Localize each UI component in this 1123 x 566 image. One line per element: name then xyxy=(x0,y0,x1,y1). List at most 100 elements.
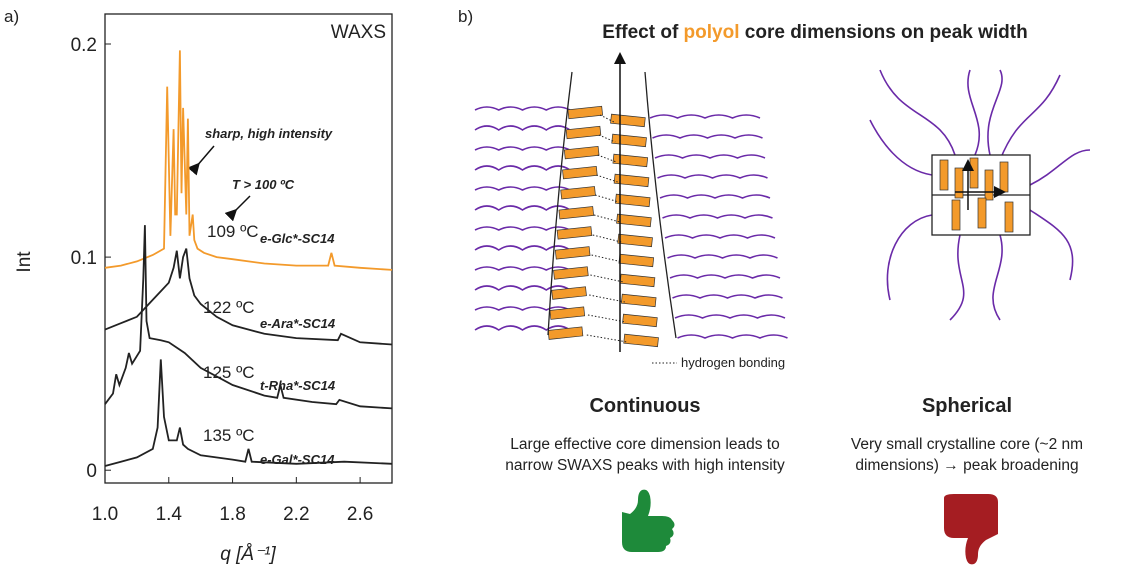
page: {"chart_data": {"type": "line", "panel_l… xyxy=(0,0,1123,566)
chain xyxy=(678,335,788,338)
chain xyxy=(1000,75,1060,160)
heading: Spherical xyxy=(922,395,1012,417)
chain xyxy=(660,195,770,198)
polyol xyxy=(559,207,594,220)
figure: a) WAXS q [Å⁻¹] Int b) Effect of polyol … xyxy=(0,0,1123,566)
polyol xyxy=(550,307,585,320)
chain xyxy=(968,70,979,155)
chart-title: WAXS xyxy=(331,22,386,43)
chain xyxy=(475,206,570,210)
chain xyxy=(658,175,768,178)
chain xyxy=(475,166,570,170)
arrow xyxy=(196,146,214,167)
x-tick-label: 2.6 xyxy=(347,504,373,525)
chain xyxy=(1030,210,1073,280)
description: Large effective core dimension leads to xyxy=(510,436,779,453)
series-label: e-Ara*-SC14 xyxy=(260,316,336,331)
y-tick-label: 0 xyxy=(86,461,97,482)
title-part: Effect of xyxy=(602,22,683,43)
polyol xyxy=(564,146,599,159)
chain xyxy=(988,70,1002,155)
chain xyxy=(475,286,570,290)
y-tick-label: 0.2 xyxy=(71,35,97,56)
polyol xyxy=(952,200,960,230)
h-bond xyxy=(593,235,621,242)
h-bond xyxy=(594,215,620,222)
legend-text: hydrogen bonding xyxy=(681,355,785,370)
chain xyxy=(475,107,570,110)
chain xyxy=(655,155,765,158)
polyol xyxy=(566,126,601,139)
polyol xyxy=(955,168,963,198)
chain xyxy=(887,215,932,300)
chain xyxy=(870,120,932,175)
polyol xyxy=(611,114,646,127)
polyol xyxy=(978,198,986,228)
polyol xyxy=(970,158,978,188)
chain xyxy=(475,187,570,190)
description: Very small crystalline core (~2 nm xyxy=(851,436,1083,453)
chain xyxy=(670,275,780,278)
series-label: e-Gal*-SC14 xyxy=(260,452,335,467)
polyol xyxy=(621,294,656,307)
polyol xyxy=(554,267,589,280)
polyol xyxy=(620,274,655,287)
chain xyxy=(668,255,778,258)
annotation: 109 ºC xyxy=(207,222,259,241)
panel-label: a) xyxy=(4,7,19,26)
description: narrow SWAXS peaks with high intensity xyxy=(505,457,785,474)
series-label: t-Rha*-SC14 xyxy=(260,378,336,393)
chain xyxy=(650,115,760,118)
chain xyxy=(675,315,785,318)
chain xyxy=(665,235,775,238)
annotation: sharp, high intensity xyxy=(205,126,333,141)
chain xyxy=(475,246,570,250)
thumbs-up xyxy=(622,490,675,552)
polyol xyxy=(568,106,603,119)
polyol xyxy=(557,227,592,240)
y-tick-label: 0.1 xyxy=(71,248,97,269)
polyol xyxy=(555,247,590,260)
polyol xyxy=(940,160,948,190)
chain xyxy=(993,235,1002,320)
x-axis-label: q [Å⁻¹] xyxy=(220,544,276,565)
polyol xyxy=(1005,202,1013,232)
polyol xyxy=(618,234,653,247)
chain xyxy=(475,126,570,130)
chain xyxy=(653,135,763,138)
chain xyxy=(475,147,570,150)
polyol xyxy=(612,134,647,147)
chain xyxy=(475,267,570,270)
h-bond xyxy=(590,275,623,282)
title-part: core dimensions on peak width xyxy=(740,22,1028,43)
annotation: 125 ºC xyxy=(203,363,255,382)
x-tick-label: 1.8 xyxy=(219,504,245,525)
panel-title: Effect of polyol core dimensions on peak… xyxy=(602,22,1027,43)
x-tick-label: 1.0 xyxy=(92,504,118,525)
polyol xyxy=(548,327,583,340)
x-tick-label: 2.2 xyxy=(283,504,309,525)
x-tick-label: 1.4 xyxy=(156,504,183,525)
chain xyxy=(950,235,964,320)
plot-frame xyxy=(105,14,392,483)
polyol xyxy=(613,154,648,167)
chain xyxy=(1030,150,1090,185)
arrow xyxy=(233,196,250,213)
polyol xyxy=(552,287,587,300)
polyol xyxy=(624,334,659,347)
h-bond xyxy=(587,335,627,342)
annotation: 122 ºC xyxy=(203,298,255,317)
title-highlight: polyol xyxy=(684,22,740,43)
h-bond xyxy=(592,255,623,262)
annotation: 135 ºC xyxy=(203,426,255,445)
panel-label: b) xyxy=(458,7,473,26)
polyol xyxy=(617,214,652,227)
series-label: e-Glc*-SC14 xyxy=(260,231,335,246)
chain xyxy=(880,70,955,155)
polyol xyxy=(1000,162,1008,192)
polyol xyxy=(985,170,993,200)
heading: Continuous xyxy=(589,395,700,417)
polyol xyxy=(623,314,658,327)
annotation: T > 100 ºC xyxy=(232,177,295,192)
description: dimensions) → peak broadening xyxy=(855,457,1078,474)
